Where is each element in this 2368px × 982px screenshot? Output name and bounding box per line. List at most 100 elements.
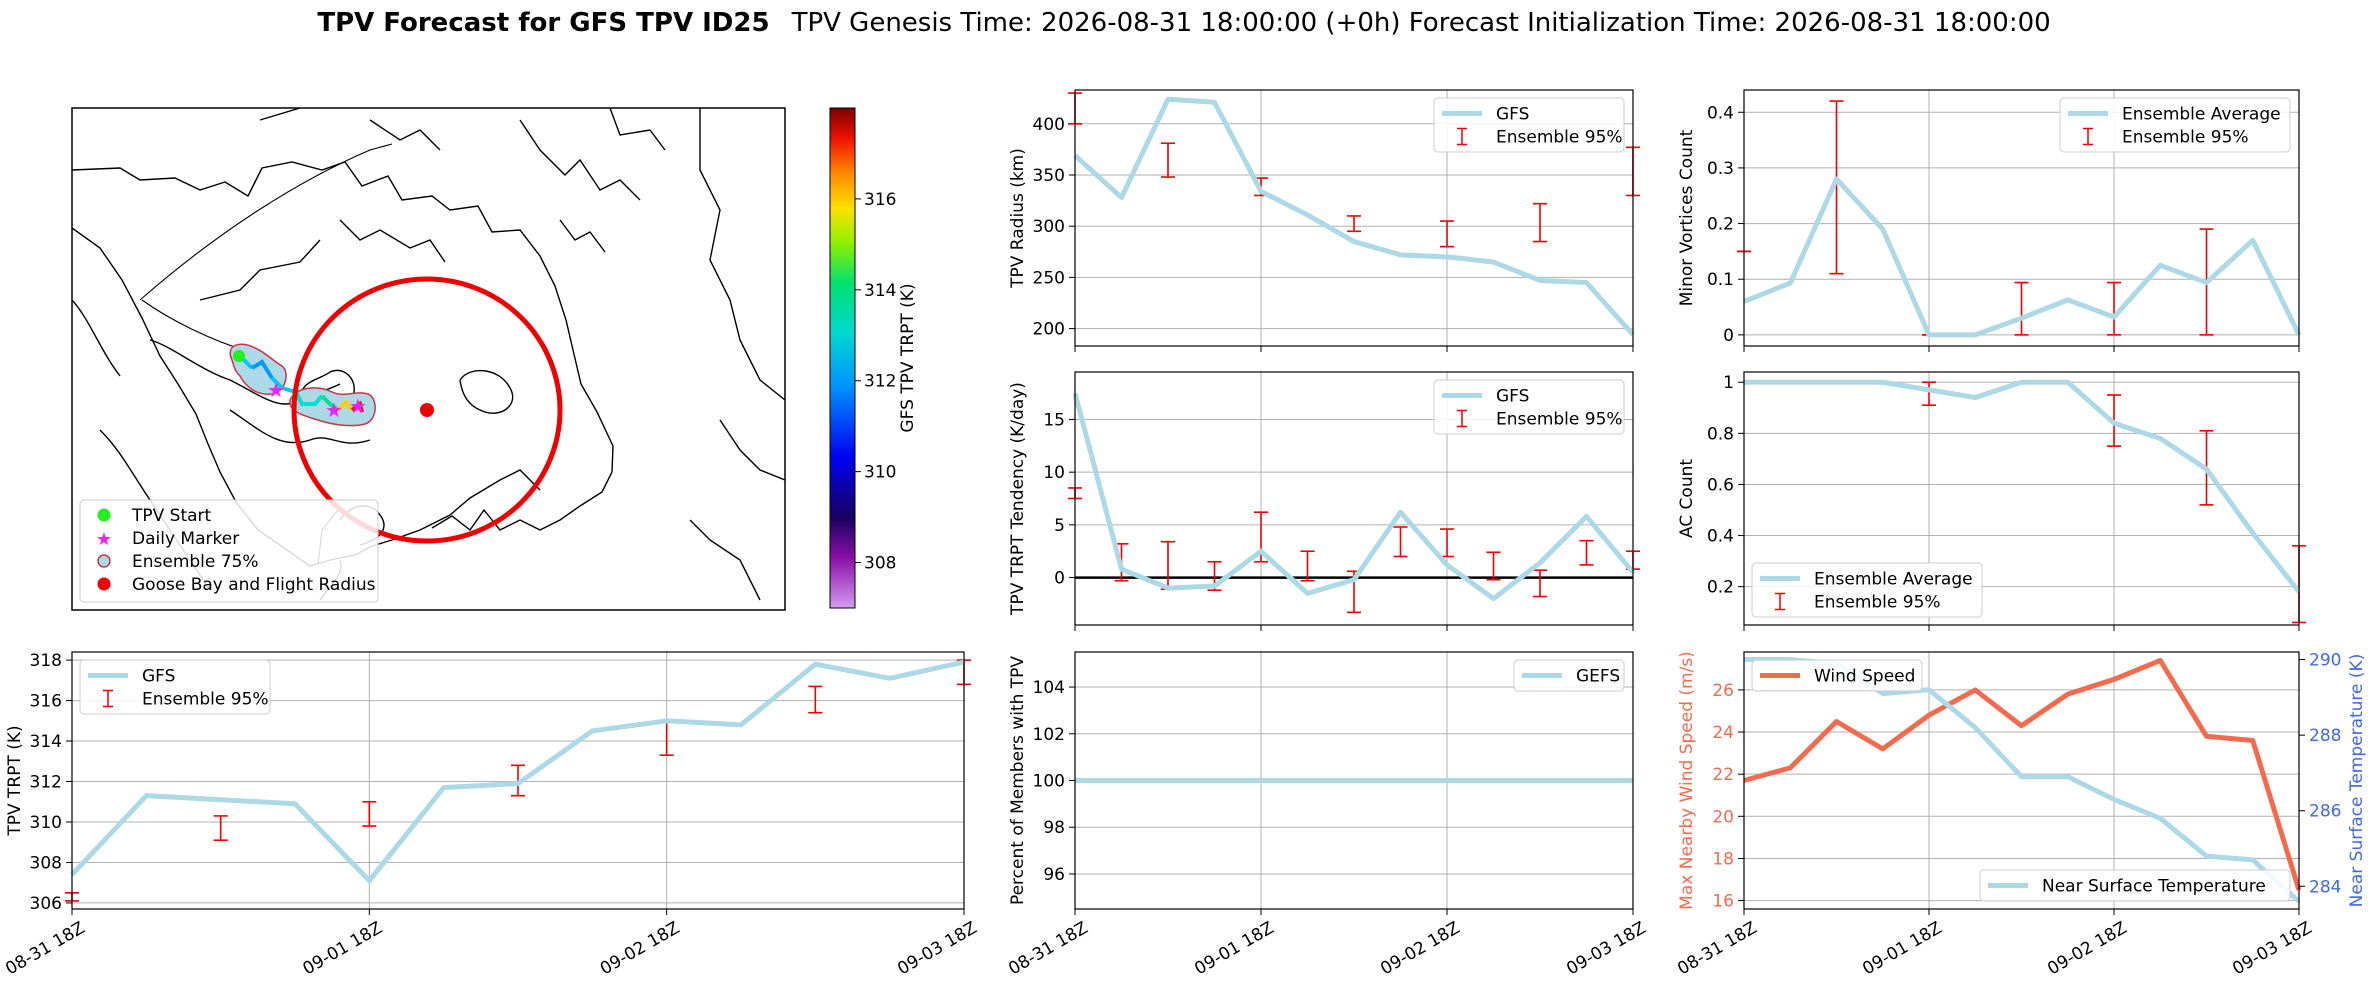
colorbar-tick-label: 316 xyxy=(864,190,896,210)
x-tick-label: 09-03 18Z xyxy=(2229,918,2315,979)
errorbar xyxy=(1829,100,1844,275)
errorbar xyxy=(1440,220,1454,248)
chart-ac: 0.2 0.4 0.6 0.8 1 AC Count Ensemble Average Ens… xyxy=(1677,371,2306,631)
legend-box xyxy=(1751,659,1923,692)
y2-tick-label: 288 xyxy=(2309,726,2341,746)
colorbar-tick-label: 314 xyxy=(864,281,896,301)
y-tick-label: 318 xyxy=(30,651,62,671)
legend-label: Ensemble Average xyxy=(2122,105,2281,125)
chart-minor: 0 0.1 0.2 0.3 0.4 Minor Vortices Count Ensembl… xyxy=(1677,89,2302,352)
y-tick-label: 0.4 xyxy=(1707,103,1734,123)
chart-trpt: 306 308 310 312 314 316 318 TPV TRPT (K) 08-31 1… xyxy=(2,651,980,979)
plot-frame xyxy=(1074,371,1634,626)
map-coastlines xyxy=(72,108,785,601)
x-tick-label: 09-01 18Z xyxy=(1859,918,1945,979)
x-tick-label: 08-31 18Z xyxy=(1005,918,1091,979)
legend-label: Ensemble 95% xyxy=(142,690,269,710)
legend-label: Near Surface Temperature xyxy=(2042,877,2266,897)
y-tick-label: 18 xyxy=(1712,849,1734,869)
colorbar xyxy=(829,107,856,609)
plot-frame xyxy=(1074,651,1634,910)
y-tick-label: 26 xyxy=(1712,681,1734,701)
y-tick-label: 308 xyxy=(30,853,62,873)
daily-marker: ★ xyxy=(349,394,367,418)
legend-label: GFS xyxy=(142,667,175,687)
y-axis-label: TPV TRPT (K) xyxy=(5,725,25,836)
goose-bay-marker xyxy=(420,403,434,417)
legend-label: Ensemble 95% xyxy=(1496,410,1623,430)
errorbar xyxy=(1393,526,1408,558)
y-tick-label: 0.2 xyxy=(1707,215,1734,235)
daily-markers: ★ ★ ★ xyxy=(267,378,367,422)
legend-box xyxy=(1979,869,2291,902)
y-tick-label: 314 xyxy=(30,732,62,752)
legend-box xyxy=(1513,659,1625,692)
colorbar-tick-label: 308 xyxy=(864,554,896,574)
y-tick-label: 200 xyxy=(1033,320,1065,340)
y-tick-label: 0.8 xyxy=(1707,424,1734,444)
errorbar xyxy=(2014,281,2029,336)
y-tick-label: 10 xyxy=(1043,463,1065,483)
legend-start-marker xyxy=(97,508,111,522)
legend-box xyxy=(2059,97,2291,153)
legend-label: Ensemble 95% xyxy=(2122,128,2249,148)
series-line-ensemble-average xyxy=(1743,176,2302,338)
map-panel: ★ ★ ★ TPV Start ★ Daily Marker Ensemble … xyxy=(71,107,918,611)
y-tick-label: 300 xyxy=(1033,217,1065,237)
y-axis-label: Percent of Members with TPV xyxy=(1008,656,1028,905)
figure-title-bold: TPV Forecast for GFS TPV ID25 xyxy=(317,8,769,38)
y-tick-label: 0 xyxy=(1723,326,1734,346)
legend-ensemble-marker xyxy=(97,554,111,568)
y-tick-label: 0.1 xyxy=(1707,270,1734,290)
y-tick-label: 24 xyxy=(1712,723,1734,743)
errorbar xyxy=(2107,281,2121,336)
y-tick-label: 310 xyxy=(30,813,62,833)
legend-label: Ensemble 95% xyxy=(1814,593,1941,613)
series-line-ensemble-average xyxy=(1744,379,2301,594)
legend-goose-label: Goose Bay and Flight Radius xyxy=(132,575,376,595)
y-tick-label: 22 xyxy=(1712,765,1734,785)
series-line-gfs xyxy=(70,659,965,884)
y-tick-label: 100 xyxy=(1033,772,1065,792)
legend-goose-marker xyxy=(97,577,111,591)
legend-ensemble-label: Ensemble 75% xyxy=(132,552,259,572)
colorbar-label: GFS TPV TRPT (K) xyxy=(898,283,918,432)
y-tick-label: 0.6 xyxy=(1707,475,1734,495)
series-line-gfs xyxy=(1072,392,1635,602)
errorbar xyxy=(1533,569,1547,598)
legend-daily-marker: ★ xyxy=(96,529,112,550)
series-line-gfs xyxy=(1073,96,1635,337)
x-tick-label: 08-31 18Z xyxy=(2,918,88,979)
x-tick-label: 09-03 18Z xyxy=(1563,918,1649,979)
y-axis-label: Minor Vortices Count xyxy=(1677,129,1697,306)
legend-label: Wind Speed xyxy=(1814,667,1915,687)
plot-frame xyxy=(1743,651,2300,910)
errorbar xyxy=(1347,215,1361,233)
plot-frame xyxy=(1743,371,2300,626)
errorbar xyxy=(1922,381,1936,407)
y2-tick-label: 286 xyxy=(2309,802,2341,822)
x-tick-label: 09-01 18Z xyxy=(1191,918,1277,979)
x-tick-label: 08-31 18Z xyxy=(1674,918,1760,979)
errorbar xyxy=(362,800,377,827)
plot-frame xyxy=(71,651,965,910)
y-tick-label: 306 xyxy=(30,894,62,914)
errorbar xyxy=(213,815,228,841)
legend-label: Ensemble 95% xyxy=(1496,128,1623,148)
errorbar xyxy=(1486,551,1501,581)
y-tick-label: 400 xyxy=(1033,115,1065,135)
y-axis-label: Max Nearby Wind Speed (m/s) xyxy=(1677,651,1697,910)
plot-frame xyxy=(1074,89,1634,347)
legend-start-label: TPV Start xyxy=(131,506,212,526)
errorbar xyxy=(1161,142,1175,178)
errorbar xyxy=(808,685,823,714)
map-legend-box xyxy=(79,499,379,603)
y-tick-label: 96 xyxy=(1043,865,1065,885)
legend-label: GFS xyxy=(1496,105,1529,125)
y-tick-label: 102 xyxy=(1033,725,1065,745)
tpv-start-marker xyxy=(233,350,245,362)
x-tick-label: 09-01 18Z xyxy=(300,918,386,979)
y-axis-label: AC Count xyxy=(1677,459,1697,538)
